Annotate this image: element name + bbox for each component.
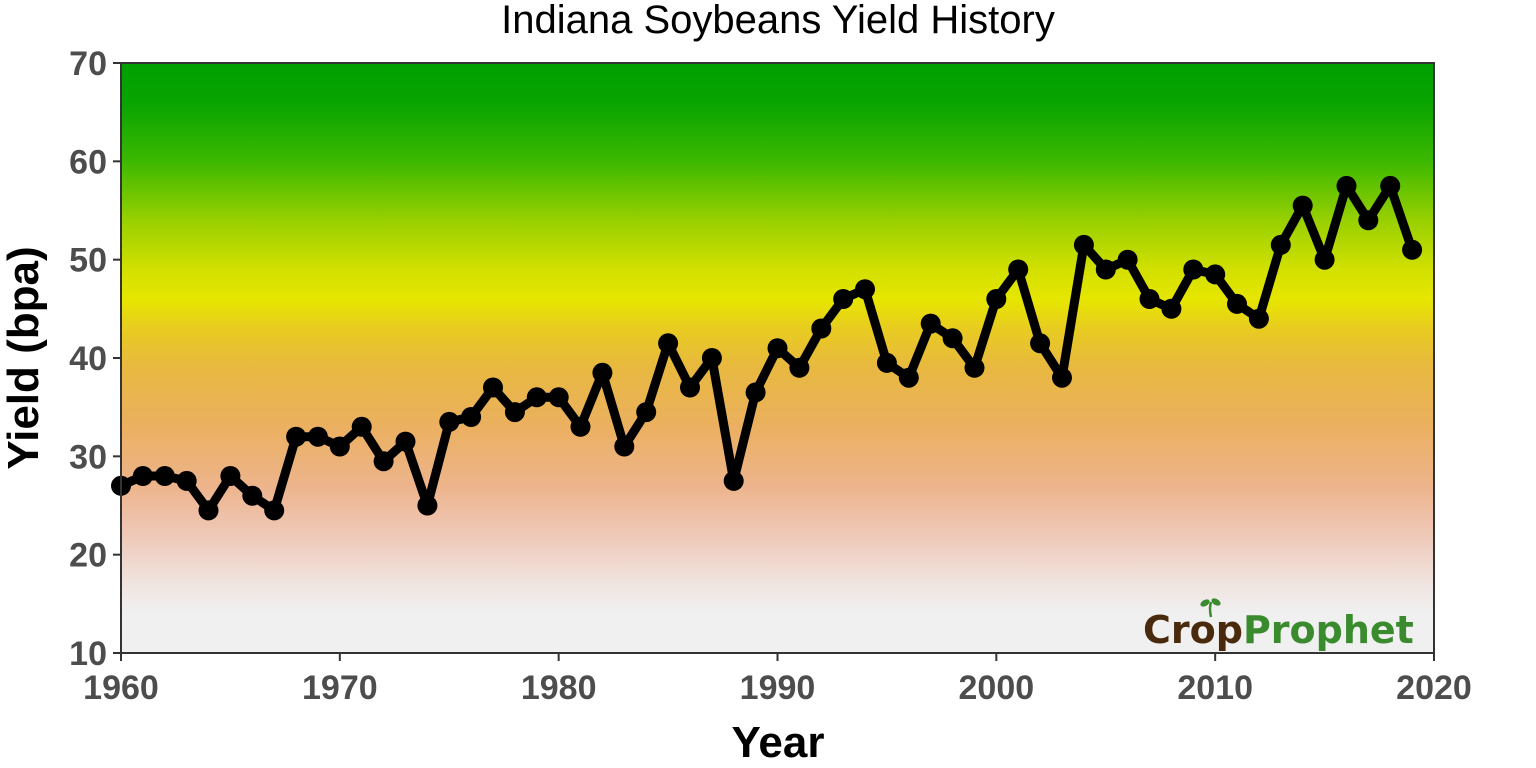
- x-tick-label: 2010: [1177, 669, 1253, 707]
- y-tick-label: 30: [69, 438, 107, 476]
- data-point: [504, 402, 525, 423]
- svg-text:CropProphet: CropProphet: [1143, 608, 1414, 652]
- x-axis-title: Year: [732, 718, 825, 767]
- data-point: [439, 411, 460, 432]
- data-point: [942, 328, 963, 349]
- data-point: [548, 387, 569, 408]
- data-point: [242, 485, 263, 506]
- y-tick-label: 70: [69, 45, 107, 83]
- data-point: [1095, 259, 1116, 280]
- data-point: [1270, 234, 1291, 255]
- y-tick-label: 20: [69, 537, 107, 575]
- data-point: [307, 426, 328, 447]
- data-point: [920, 313, 941, 334]
- x-tick-label: 2020: [1396, 669, 1472, 707]
- data-point: [1336, 175, 1357, 196]
- sprout-icon: [1200, 598, 1221, 618]
- data-point: [1402, 239, 1423, 260]
- data-point: [1139, 289, 1160, 309]
- data-point: [570, 416, 591, 437]
- data-point: [1292, 195, 1313, 216]
- data-point: [1161, 298, 1182, 319]
- y-tick-label: 40: [69, 340, 107, 378]
- data-point: [986, 289, 1007, 309]
- data-point: [132, 466, 153, 486]
- data-point: [1030, 333, 1051, 354]
- y-tick-label: 60: [69, 143, 107, 181]
- data-point: [1248, 308, 1269, 329]
- data-point: [745, 382, 766, 403]
- data-point: [1380, 175, 1401, 196]
- data-series-yield: [111, 175, 1423, 521]
- data-point: [811, 318, 832, 339]
- x-tick-label: 1960: [83, 669, 159, 707]
- data-point: [1073, 234, 1094, 255]
- data-point: [417, 495, 438, 516]
- data-point: [198, 500, 219, 521]
- data-point: [701, 348, 722, 368]
- data-point: [833, 289, 854, 309]
- data-point: [461, 407, 482, 427]
- data-point: [876, 352, 897, 373]
- data-point: [395, 431, 416, 452]
- data-point: [373, 451, 394, 472]
- x-tick-label: 2000: [959, 669, 1035, 707]
- data-point: [526, 387, 547, 408]
- data-point: [723, 470, 744, 491]
- data-point: [176, 470, 197, 491]
- data-point: [680, 377, 700, 398]
- data-point: [964, 357, 985, 378]
- data-point: [1008, 259, 1029, 280]
- x-tick-label: 1980: [521, 669, 597, 707]
- x-tick-label: 1990: [740, 669, 816, 707]
- data-point: [264, 500, 285, 521]
- data-point: [855, 279, 875, 300]
- y-axis-title: Yield (bpa): [0, 246, 48, 469]
- x-tick-label: 1970: [302, 669, 378, 707]
- data-point: [351, 416, 372, 437]
- data-point: [1314, 249, 1335, 270]
- data-point: [636, 402, 657, 423]
- logo-prophet-text: Prophet: [1243, 608, 1414, 652]
- data-point: [1227, 293, 1247, 314]
- data-point: [329, 436, 350, 457]
- y-axis: 10 20 30 40 50 60 70: [69, 45, 121, 673]
- data-point: [592, 362, 613, 383]
- data-point: [483, 377, 503, 398]
- data-point: [1205, 264, 1226, 285]
- cropprophet-logo: CropProphet: [1143, 598, 1414, 652]
- logo-crop-text: Crop: [1143, 608, 1243, 652]
- data-point: [1117, 249, 1138, 270]
- data-point: [1183, 259, 1204, 280]
- data-point: [789, 357, 810, 378]
- data-point: [1052, 367, 1072, 388]
- data-point: [1358, 210, 1379, 231]
- y-tick-label: 10: [69, 635, 107, 673]
- chart-title: Indiana Soybeans Yield History: [501, 0, 1055, 42]
- data-point: [286, 426, 307, 447]
- data-point: [614, 436, 635, 457]
- data-point: [767, 338, 788, 359]
- y-tick-label: 50: [69, 242, 107, 280]
- data-point: [898, 367, 919, 388]
- data-point: [154, 466, 175, 486]
- data-point: [220, 466, 241, 486]
- data-point: [658, 333, 679, 354]
- x-axis: 1960 1970 1980 1990 2000 2010 2020: [83, 653, 1472, 707]
